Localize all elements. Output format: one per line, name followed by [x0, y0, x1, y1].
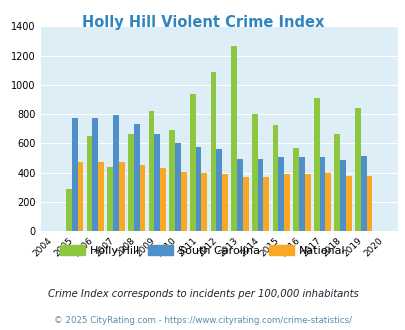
Bar [86, 136, 92, 231]
Bar [360, 156, 366, 231]
Bar [251, 114, 257, 231]
Bar [304, 174, 310, 231]
Bar [216, 149, 222, 231]
Bar [222, 174, 227, 231]
Bar [324, 173, 330, 231]
Bar [77, 162, 83, 231]
Bar [277, 157, 284, 231]
Bar [119, 162, 124, 231]
Bar [195, 147, 201, 231]
Bar [313, 98, 319, 231]
Bar [160, 168, 166, 231]
Bar [292, 148, 298, 231]
Bar [237, 159, 242, 231]
Text: Holly Hill Violent Crime Index: Holly Hill Violent Crime Index [82, 15, 323, 30]
Bar [175, 143, 180, 231]
Bar [334, 134, 339, 231]
Legend: Holly Hill, South Carolina, National: Holly Hill, South Carolina, National [55, 240, 350, 260]
Text: © 2025 CityRating.com - https://www.cityrating.com/crime-statistics/: © 2025 CityRating.com - https://www.city… [54, 316, 351, 325]
Bar [242, 177, 248, 231]
Bar [92, 118, 98, 231]
Bar [284, 174, 289, 231]
Bar [72, 118, 77, 231]
Bar [148, 111, 154, 231]
Bar [180, 172, 186, 231]
Bar [210, 72, 216, 231]
Bar [154, 134, 160, 231]
Text: Crime Index corresponds to incidents per 100,000 inhabitants: Crime Index corresponds to incidents per… [47, 289, 358, 299]
Bar [231, 46, 237, 231]
Bar [98, 162, 104, 231]
Bar [339, 160, 345, 231]
Bar [201, 173, 207, 231]
Bar [128, 134, 133, 231]
Bar [263, 177, 269, 231]
Bar [190, 94, 195, 231]
Bar [272, 125, 277, 231]
Bar [66, 189, 72, 231]
Bar [107, 167, 113, 231]
Bar [319, 157, 324, 231]
Bar [366, 176, 371, 231]
Bar [133, 124, 139, 231]
Bar [169, 130, 175, 231]
Bar [354, 108, 360, 231]
Bar [345, 176, 351, 231]
Bar [298, 157, 304, 231]
Bar [257, 159, 263, 231]
Bar [113, 115, 119, 231]
Bar [139, 164, 145, 231]
